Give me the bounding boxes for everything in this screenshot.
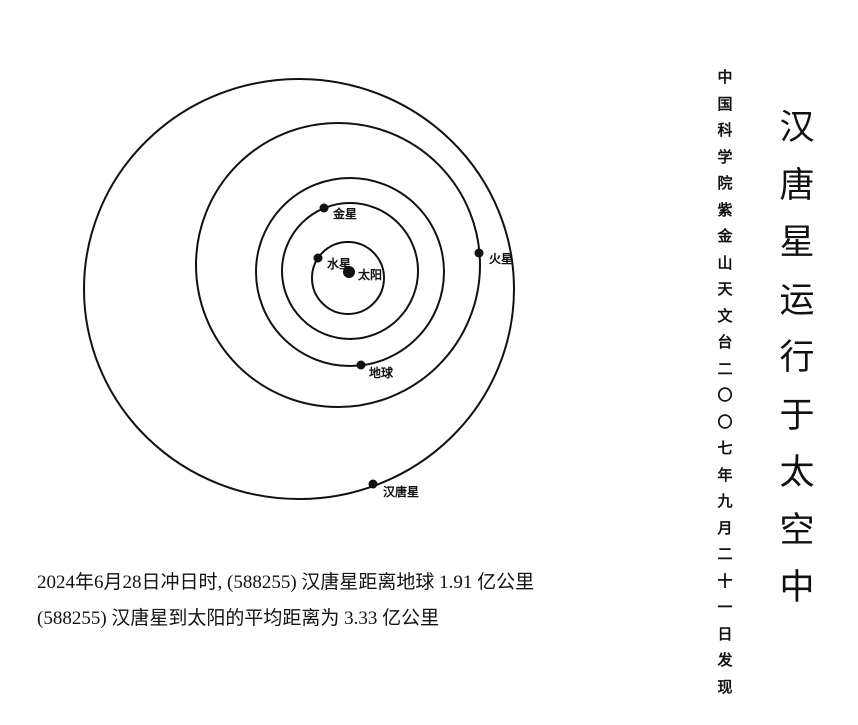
discovery-char: 科 (717, 121, 733, 139)
title-char: 唐 (779, 165, 815, 206)
discovery-char: 院 (717, 174, 733, 192)
mercury-label: 水星 (327, 256, 351, 271)
discovery-text: 中国科学院紫金山天文台二〇〇七年九月二十一日发现 (713, 64, 737, 700)
title-char: 空 (779, 510, 815, 551)
discovery-char: 现 (717, 677, 733, 696)
discovery-char: 〇 (717, 386, 733, 404)
mars-orbit (195, 122, 481, 408)
discovery-char: 文 (717, 306, 733, 325)
sun-label: 太阳 (358, 267, 382, 282)
earth-orbit (255, 177, 445, 367)
discovery-char: 金 (717, 227, 733, 245)
discovery-char: 一 (717, 598, 733, 616)
mercury-dot (313, 253, 323, 263)
discovery-char: 学 (717, 147, 733, 166)
discovery-char: 月 (717, 518, 733, 537)
discovery-char: 九 (717, 492, 733, 510)
discovery-char: 年 (717, 465, 733, 484)
discovery-char: 〇 (717, 412, 733, 431)
discovery-char: 天 (717, 280, 733, 298)
discovery-char: 日 (717, 624, 733, 643)
discovery-char: 山 (717, 253, 733, 272)
discovery-char: 七 (717, 439, 733, 457)
venus-dot (319, 203, 329, 213)
discovery-char: 十 (717, 571, 733, 590)
discovery-char: 二 (717, 359, 733, 378)
mercury-orbit (311, 241, 385, 315)
title-text: 汉唐星运行于太空中 (775, 100, 819, 618)
earth-dot (356, 360, 366, 370)
hantang-label: 汉唐星 (383, 484, 419, 499)
discovery-char: 紫 (717, 200, 733, 219)
discovery-char: 国 (717, 94, 733, 113)
title-char: 汉 (779, 108, 815, 148)
title-char: 太 (779, 453, 815, 493)
venus-orbit (281, 202, 419, 340)
mars-label: 火星 (489, 252, 513, 266)
discovery-char: 二 (717, 545, 733, 563)
earth-label: 地球 (369, 365, 394, 380)
title-char: 于 (779, 395, 815, 436)
mars-dot (474, 248, 484, 258)
discovery-char: 发 (717, 651, 733, 669)
caption-distance-earth: 2024年6月28日冲日时, (588255) 汉唐星距离地球 1.91 亿公里 (37, 572, 535, 593)
sun-dot (343, 266, 355, 278)
title-char: 运 (779, 280, 815, 321)
discovery-char: 台 (717, 333, 733, 351)
hantang-orbit (83, 78, 515, 500)
title-char: 行 (779, 338, 815, 378)
title-char: 中 (779, 568, 815, 608)
discovery-char: 中 (717, 68, 733, 86)
title-char: 星 (779, 223, 815, 263)
hantang-dot (368, 479, 378, 489)
caption-distance-sun: (588255) 汉唐星到太阳的平均距离为 3.33 亿公里 (37, 608, 440, 629)
venus-label: 金星 (332, 206, 357, 221)
